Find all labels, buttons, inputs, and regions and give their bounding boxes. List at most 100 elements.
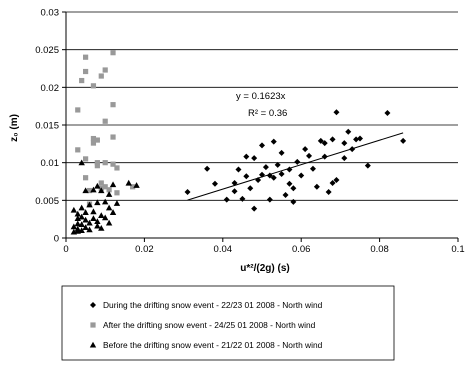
data-point	[333, 176, 340, 183]
data-point	[243, 173, 250, 180]
data-point	[130, 184, 136, 190]
y-tick-label: 0.02	[41, 83, 60, 94]
trendline-equation: y = 0.1623x	[236, 91, 286, 102]
data-point	[70, 223, 78, 230]
data-point	[329, 180, 336, 187]
data-point	[211, 180, 218, 187]
data-point	[102, 67, 108, 73]
legend-marker-square	[90, 322, 96, 328]
data-point	[105, 204, 113, 211]
data-point	[266, 196, 273, 203]
data-point	[313, 183, 320, 190]
data-point	[317, 137, 324, 144]
data-point	[290, 198, 297, 205]
data-point	[78, 204, 85, 211]
data-point	[353, 136, 360, 143]
data-point	[364, 162, 371, 169]
legend-label: Before the drifting snow event - 21/22 0…	[103, 340, 323, 350]
data-point	[345, 128, 352, 135]
data-point	[102, 160, 108, 166]
data-point	[102, 118, 108, 124]
data-point	[90, 208, 97, 215]
data-points	[70, 50, 407, 235]
data-point	[94, 222, 101, 229]
axes	[62, 11, 459, 242]
data-point	[259, 142, 265, 149]
data-point	[90, 215, 97, 221]
data-point	[133, 182, 140, 188]
data-point	[109, 209, 117, 215]
y-tick-label: 0.015	[35, 121, 59, 132]
data-point	[341, 140, 348, 147]
data-point	[113, 200, 121, 206]
data-point	[83, 175, 89, 181]
x-tick-label: 0	[63, 244, 68, 255]
data-point	[98, 73, 104, 79]
data-point	[110, 134, 116, 140]
data-point	[78, 159, 85, 166]
data-point	[290, 185, 297, 192]
data-point	[98, 212, 105, 218]
x-tick-label: 0.1	[451, 244, 464, 255]
data-point	[78, 221, 85, 227]
data-point	[78, 227, 85, 234]
series-diamond-points	[184, 109, 407, 212]
data-point	[102, 184, 108, 190]
data-point	[262, 164, 269, 171]
data-point	[102, 198, 109, 205]
x-tick-label: 0.08	[370, 244, 389, 255]
data-point	[298, 172, 305, 179]
data-point	[86, 201, 93, 208]
legend-marker-triangle	[89, 341, 97, 348]
data-point	[86, 219, 93, 226]
data-point	[270, 174, 277, 181]
trendline-r2: R² = 0.36	[248, 108, 287, 119]
y-axis-title: z₀ (m)	[9, 114, 20, 142]
legend-label: During the drifting snow event - 22/23 0…	[103, 300, 323, 310]
data-point	[251, 155, 258, 162]
data-point	[86, 226, 93, 233]
data-point	[82, 224, 89, 231]
data-point	[223, 196, 230, 203]
data-point	[70, 206, 78, 213]
data-point	[74, 215, 81, 221]
data-point	[105, 219, 113, 226]
data-point	[114, 190, 120, 196]
data-point	[98, 225, 105, 231]
data-point	[278, 149, 285, 156]
x-axis-title: u*²/(2g) (s)	[240, 263, 289, 274]
y-tick-label: 0.025	[35, 45, 59, 56]
legend-marker-diamond	[90, 302, 96, 308]
data-point	[105, 191, 113, 197]
data-point	[286, 166, 293, 173]
data-point	[74, 210, 81, 217]
data-point	[321, 153, 328, 160]
data-point	[239, 195, 246, 202]
data-point	[94, 163, 100, 169]
data-point	[90, 83, 97, 89]
data-point	[114, 165, 120, 171]
legend-box	[61, 285, 395, 361]
data-point	[74, 220, 81, 227]
data-point	[235, 166, 242, 173]
data-point	[75, 147, 81, 153]
data-point	[184, 189, 191, 196]
tick-labels: 0 0.005 0.01 0.015 0.02 0.025 0.03 0 0.02 0.04 0.0…	[35, 8, 464, 256]
data-point	[349, 146, 356, 153]
series-square-points	[75, 50, 136, 207]
annotations: y = 0.1623x R² = 0.36	[236, 91, 287, 119]
data-point	[125, 179, 132, 186]
data-point	[329, 136, 336, 143]
data-point	[321, 140, 328, 147]
gridlines	[66, 11, 458, 201]
data-point	[102, 214, 109, 221]
data-point	[357, 135, 363, 142]
data-point	[90, 186, 97, 193]
legend: During the drifting snow event - 22/23 0…	[61, 285, 395, 361]
data-point	[94, 182, 101, 189]
x-tick-label: 0.06	[292, 244, 311, 255]
data-point	[204, 165, 211, 172]
data-point	[294, 158, 301, 165]
